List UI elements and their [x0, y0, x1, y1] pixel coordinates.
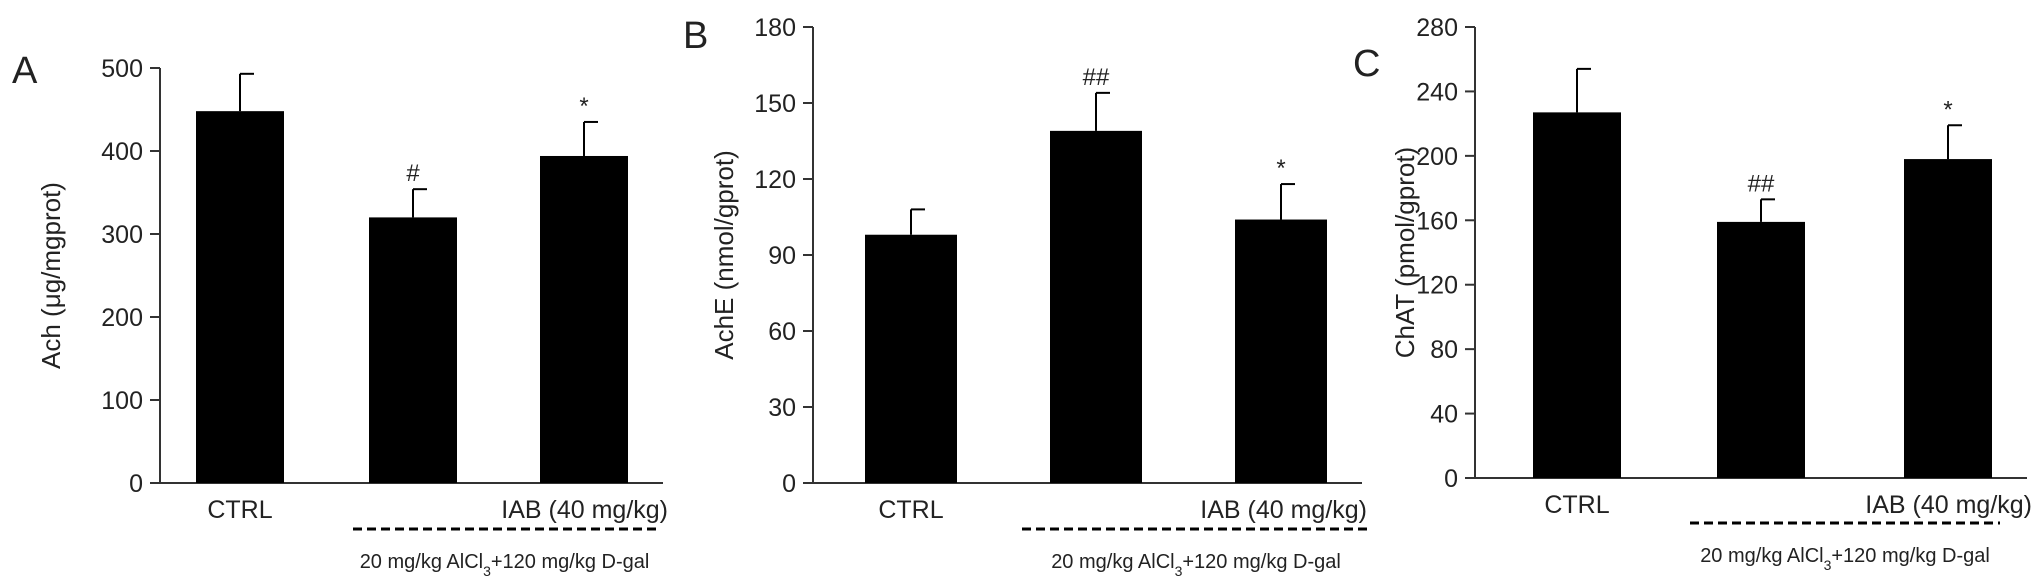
y-tick-label: 300: [101, 221, 143, 249]
y-tick-label: 200: [1416, 143, 1458, 171]
bar: [1235, 219, 1327, 484]
panel-c: C 0 40 80 120 160 200 240 280 ChAT (pmol/gprot) ##…: [1353, 14, 2032, 573]
bar: [540, 155, 628, 484]
treatment-label: 20 mg/kg AlCl3+120 mg/kg D-gal: [1051, 551, 1341, 579]
significance-mark: *: [1276, 155, 1285, 182]
panel-b: B 0 30 60 90 120 150 180 AchE (nmol/gprot) ## * CTR…: [683, 14, 1370, 579]
panel-letter: B: [683, 15, 708, 57]
y-tick-label: 150: [754, 90, 796, 118]
y-tick-label: 160: [1416, 207, 1458, 235]
y-tick-label: 500: [101, 55, 143, 83]
y-tick-label: 0: [129, 470, 143, 498]
category-label: CTRL: [207, 496, 272, 524]
y-tick-label: 0: [782, 470, 796, 498]
bar: [1904, 159, 1992, 479]
panel-letter: A: [12, 50, 38, 92]
y-tick-label: 120: [754, 166, 796, 194]
significance-mark: #: [406, 160, 420, 187]
y-tick-label: 40: [1430, 401, 1458, 429]
treatment-label: 20 mg/kg AlCl3+120 mg/kg D-gal: [1700, 545, 1990, 573]
y-tick-label: 120: [1416, 272, 1458, 300]
bar: [369, 217, 457, 483]
bar: [1533, 112, 1621, 478]
y-tick-label: 100: [101, 387, 143, 415]
significance-mark: ##: [1083, 64, 1110, 91]
significance-mark: ##: [1748, 170, 1775, 197]
y-tick-label: 80: [1430, 336, 1458, 364]
treatment-label: 20 mg/kg AlCl3+120 mg/kg D-gal: [360, 551, 650, 579]
y-tick-label: 280: [1416, 14, 1458, 42]
bar: [196, 111, 284, 483]
category-label: CTRL: [1544, 491, 1609, 519]
category-label: IAB (40 mg/kg): [501, 496, 668, 524]
y-tick-label: 0: [1444, 465, 1458, 493]
y-tick-label: 90: [768, 242, 796, 270]
bar: [1050, 130, 1142, 483]
panel-a: A 0 100 200 300 400 500 Ach (μg/mgprot) # * CTRL IA…: [12, 50, 668, 579]
bar: [865, 234, 957, 483]
y-axis-label: Ach (μg/mgprot): [36, 182, 66, 369]
y-tick-label: 60: [768, 318, 796, 346]
significance-mark: *: [579, 93, 588, 120]
category-label: IAB (40 mg/kg): [1200, 496, 1367, 524]
y-axis-label: AchE (nmol/gprot): [709, 150, 739, 360]
y-tick-label: 30: [768, 394, 796, 422]
significance-mark: *: [1943, 96, 1952, 123]
category-label: IAB (40 mg/kg): [1865, 491, 2032, 519]
category-label: CTRL: [878, 496, 943, 524]
y-tick-label: 180: [754, 14, 796, 42]
y-tick-label: 400: [101, 138, 143, 166]
y-tick-label: 240: [1416, 78, 1458, 106]
bar: [1717, 221, 1805, 478]
y-tick-label: 200: [101, 304, 143, 332]
y-axis-label: ChAT (pmol/gprot): [1390, 147, 1420, 358]
panel-letter: C: [1353, 43, 1380, 85]
